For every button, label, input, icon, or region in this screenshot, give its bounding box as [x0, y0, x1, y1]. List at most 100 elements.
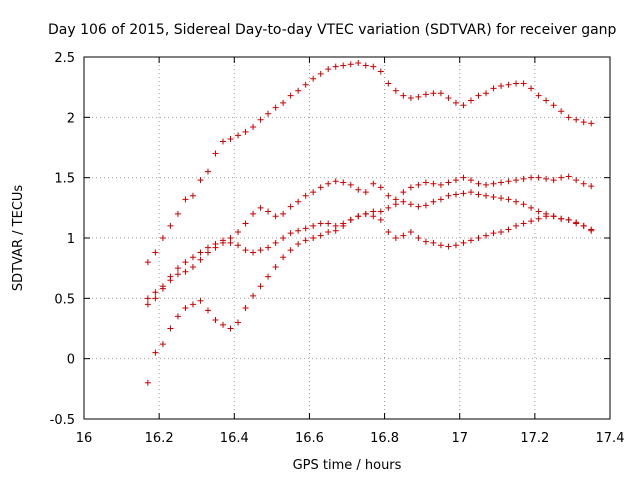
data-point-bottom: [422, 238, 429, 245]
data-point-upper-mid: [415, 181, 422, 188]
data-point-top: [565, 114, 572, 121]
data-point-upper-mid: [565, 173, 572, 180]
data-point-upper-mid: [272, 213, 279, 220]
data-point-upper-mid: [377, 184, 384, 191]
data-point-top: [467, 97, 474, 104]
data-point-upper-mid: [400, 189, 407, 196]
x-tick-label: 16.6: [295, 431, 324, 446]
data-point-lower-mid: [317, 220, 324, 227]
data-point-upper-mid: [332, 178, 339, 185]
data-point-upper-mid: [257, 204, 264, 211]
data-point-bottom: [580, 222, 587, 229]
data-point-bottom: [460, 239, 467, 246]
data-point-top: [392, 87, 399, 94]
data-point-lower-mid: [242, 247, 249, 254]
data-point-bottom: [242, 304, 249, 311]
data-point-bottom: [325, 228, 332, 235]
data-point-top: [332, 63, 339, 70]
grid: [84, 57, 610, 419]
data-point-lower-mid: [152, 295, 159, 302]
data-point-upper-mid: [573, 177, 580, 184]
data-point-bottom: [280, 254, 287, 261]
data-point-lower-mid: [272, 239, 279, 246]
data-point-bottom: [182, 304, 189, 311]
data-point-top: [250, 123, 257, 130]
data-point-upper-mid: [505, 178, 512, 185]
y-tick-label: 0: [67, 353, 75, 368]
x-tick-label: 16.4: [220, 431, 249, 446]
data-point-top: [325, 66, 332, 73]
data-point-upper-mid: [513, 177, 520, 184]
data-point-upper-mid: [452, 177, 459, 184]
y-tick-label: 1.5: [54, 172, 75, 187]
data-point-lower-mid: [392, 201, 399, 208]
data-point-lower-mid: [159, 285, 166, 292]
data-point-top: [280, 99, 287, 106]
data-point-bottom: [250, 292, 257, 299]
data-point-bottom: [452, 242, 459, 249]
data-point-lower-mid: [197, 249, 204, 256]
data-point-top: [505, 81, 512, 88]
y-tick-label: 2.5: [54, 51, 75, 66]
data-point-top: [407, 95, 414, 102]
data-point-upper-mid: [543, 175, 550, 182]
data-point-bottom: [174, 313, 181, 320]
y-axis-label: SDTVAR / TECUs: [11, 185, 26, 292]
data-point-upper-mid: [520, 175, 527, 182]
data-point-bottom: [573, 219, 580, 226]
data-point-upper-mid: [347, 181, 354, 188]
data-point-top: [227, 136, 234, 143]
data-point-top: [272, 104, 279, 111]
data-point-lower-mid: [302, 225, 309, 232]
data-point-upper-mid: [197, 256, 204, 263]
data-point-lower-mid: [287, 230, 294, 237]
data-point-top: [550, 102, 557, 109]
data-point-lower-mid: [220, 237, 227, 244]
data-point-bottom: [543, 213, 550, 220]
data-point-bottom: [550, 213, 557, 220]
data-point-top: [310, 75, 317, 82]
data-point-upper-mid: [385, 192, 392, 199]
data-point-lower-mid: [513, 198, 520, 205]
data-point-top: [340, 62, 347, 69]
data-point-bottom: [257, 283, 264, 290]
data-point-bottom: [392, 235, 399, 241]
data-point-lower-mid: [475, 191, 482, 198]
data-point-lower-mid: [460, 190, 467, 197]
data-point-bottom: [355, 213, 362, 220]
data-point-lower-mid: [174, 265, 181, 272]
data-point-lower-mid: [310, 222, 317, 229]
x-tick-label: 16: [76, 431, 93, 446]
data-point-top: [475, 92, 482, 99]
data-point-upper-mid: [152, 289, 159, 296]
data-point-bottom: [159, 341, 166, 348]
data-point-upper-mid: [317, 184, 324, 191]
data-points: [144, 60, 595, 386]
data-point-bottom: [535, 215, 542, 222]
x-tick-label: 16.2: [145, 431, 174, 446]
data-point-upper-mid: [325, 180, 332, 187]
plot-frame: [83, 56, 611, 420]
data-point-bottom: [152, 349, 159, 356]
data-point-top: [588, 120, 595, 127]
data-point-lower-mid: [407, 201, 414, 208]
data-point-top: [558, 108, 565, 115]
data-point-upper-mid: [265, 208, 272, 215]
data-point-top: [197, 177, 204, 184]
data-point-top: [535, 92, 542, 99]
data-point-top: [513, 80, 520, 87]
data-point-top: [460, 102, 467, 109]
data-point-bottom: [407, 228, 414, 235]
data-point-bottom: [513, 222, 520, 229]
data-point-bottom: [167, 325, 174, 332]
data-point-top: [385, 80, 392, 87]
data-point-upper-mid: [370, 180, 377, 187]
data-point-bottom: [340, 222, 347, 229]
data-point-upper-mid: [340, 179, 347, 186]
data-point-bottom: [430, 239, 437, 246]
data-point-upper-mid: [483, 181, 490, 188]
data-point-upper-mid: [242, 220, 249, 227]
data-point-bottom: [220, 321, 227, 328]
data-point-bottom: [498, 228, 505, 235]
